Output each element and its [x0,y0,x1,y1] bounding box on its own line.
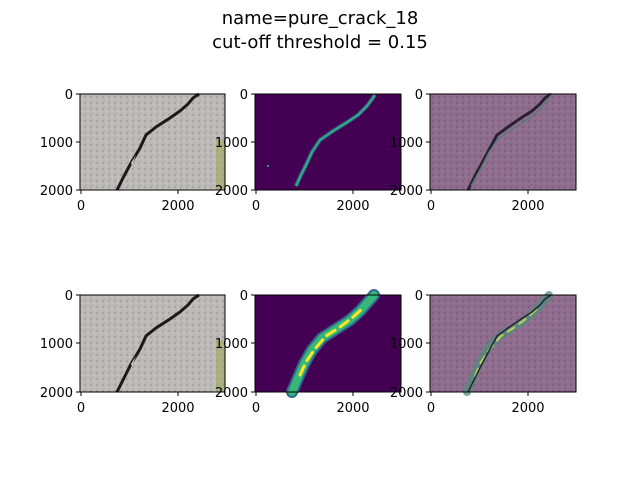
y-tick-label: 2000 [40,184,73,199]
panel-r2-c3 [429,291,577,396]
x-tick-label: 2000 [336,401,369,416]
image-edge-patch [216,340,225,392]
figure-title-line2: cut-off threshold = 0.15 [212,32,428,53]
y-tick-label: 1000 [390,337,423,352]
x-tick-label: 2000 [336,199,369,214]
y-tick-label: 0 [65,289,73,304]
crack-highlight [131,155,136,165]
y-tick-label: 2000 [215,184,248,199]
y-tick-label: 2000 [390,184,423,199]
y-tick-label: 1000 [215,337,248,352]
mask-crack-core [298,307,364,377]
y-tick-label: 1000 [40,337,73,352]
mask-crack-core [295,94,376,187]
image-overlay [430,295,576,392]
x-tick-label: 0 [77,401,85,416]
overlay-crack [467,294,552,393]
x-tick-label: 2000 [161,199,194,214]
y-tick-label: 0 [415,289,423,304]
y-tick-label: 0 [240,289,248,304]
image-photo [80,94,225,190]
x-tick-label: 0 [77,199,85,214]
overlay-crack [466,92,552,191]
crack-line [115,293,200,393]
panel-r2-c1 [79,293,226,393]
panel-r1-c2 [254,93,402,191]
y-tick-label: 0 [65,88,73,103]
image-photo [80,295,225,392]
overlay-mask-core [474,308,538,377]
panel-r1-c1 [79,92,226,191]
figure-title-line1: name=pure_crack_18 [221,8,419,29]
panel-r2-c2 [254,289,402,398]
image-mask [255,295,401,392]
y-tick-label: 1000 [390,136,423,151]
x-tick-label: 2000 [161,401,194,416]
crack-line [115,92,200,191]
image-edge-patch [216,140,225,190]
image-mask [255,94,401,190]
y-tick-label: 2000 [40,386,73,401]
y-tick-label: 1000 [40,136,73,151]
x-tick-label: 0 [427,401,435,416]
y-tick-label: 2000 [390,386,423,401]
x-tick-label: 2000 [511,401,544,416]
crack-highlight [131,356,136,366]
image-overlay [430,94,576,190]
x-tick-label: 0 [427,199,435,214]
overlay-mask-line [470,94,552,187]
y-tick-label: 0 [415,88,423,103]
x-tick-label: 0 [252,401,260,416]
x-tick-label: 0 [252,199,260,214]
y-tick-label: 0 [240,88,248,103]
y-tick-label: 2000 [215,386,248,401]
tick-marks [76,93,529,396]
mask-speck [267,165,269,167]
y-tick-label: 1000 [215,136,248,151]
x-tick-label: 2000 [511,199,544,214]
panel-r1-c3 [429,92,577,191]
